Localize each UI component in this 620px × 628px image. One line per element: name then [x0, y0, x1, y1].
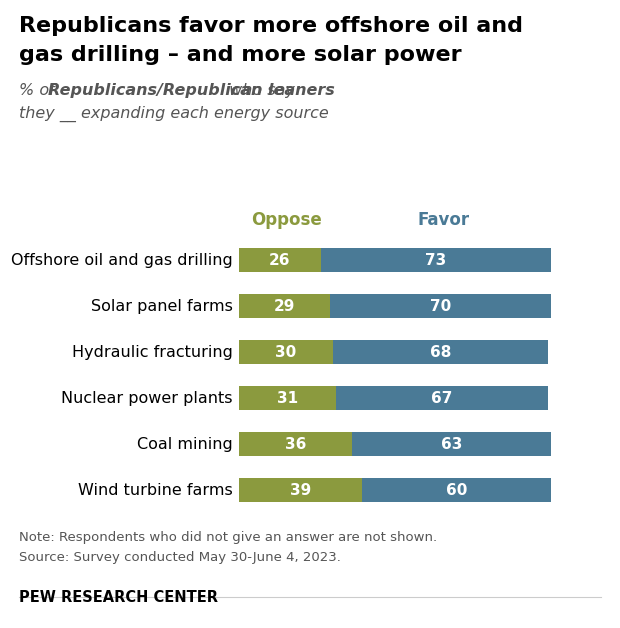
Text: PEW RESEARCH CENTER: PEW RESEARCH CENTER — [19, 590, 218, 605]
Text: Coal mining: Coal mining — [137, 437, 232, 452]
Text: Wind turbine farms: Wind turbine farms — [78, 483, 232, 498]
Bar — [337, 386, 548, 410]
Bar — [239, 294, 330, 318]
Bar — [334, 340, 548, 364]
Text: Oppose: Oppose — [250, 210, 321, 229]
Bar — [361, 479, 551, 502]
Text: 60: 60 — [446, 483, 467, 498]
Text: 73: 73 — [425, 252, 446, 268]
Text: 70: 70 — [430, 298, 451, 313]
Text: 31: 31 — [277, 391, 298, 406]
Text: who say: who say — [224, 83, 295, 98]
Bar — [321, 248, 551, 272]
Text: 67: 67 — [432, 391, 453, 406]
Text: 29: 29 — [274, 298, 295, 313]
Bar — [330, 294, 551, 318]
Bar — [239, 248, 321, 272]
Text: 63: 63 — [441, 437, 463, 452]
Text: 26: 26 — [269, 252, 290, 268]
Text: Favor: Favor — [418, 210, 470, 229]
Text: Source: Survey conducted May 30-June 4, 2023.: Source: Survey conducted May 30-June 4, … — [19, 551, 340, 565]
Bar — [239, 432, 352, 457]
Text: they __ expanding each energy source: they __ expanding each energy source — [19, 106, 329, 122]
Bar — [239, 386, 337, 410]
Bar — [239, 479, 361, 502]
Text: Nuclear power plants: Nuclear power plants — [61, 391, 232, 406]
Text: Republicans favor more offshore oil and: Republicans favor more offshore oil and — [19, 16, 523, 36]
Text: Solar panel farms: Solar panel farms — [91, 298, 232, 313]
Text: 30: 30 — [275, 345, 296, 360]
Text: % of: % of — [19, 83, 60, 98]
Bar — [239, 340, 334, 364]
Text: gas drilling – and more solar power: gas drilling – and more solar power — [19, 45, 461, 65]
Text: Hydraulic fracturing: Hydraulic fracturing — [72, 345, 232, 360]
Text: Note: Respondents who did not give an answer are not shown.: Note: Respondents who did not give an an… — [19, 531, 436, 544]
Text: 36: 36 — [285, 437, 306, 452]
Text: 68: 68 — [430, 345, 451, 360]
Text: Republicans/Republican leaners: Republicans/Republican leaners — [48, 83, 335, 98]
Text: 39: 39 — [290, 483, 311, 498]
Text: Offshore oil and gas drilling: Offshore oil and gas drilling — [11, 252, 232, 268]
Bar — [352, 432, 551, 457]
